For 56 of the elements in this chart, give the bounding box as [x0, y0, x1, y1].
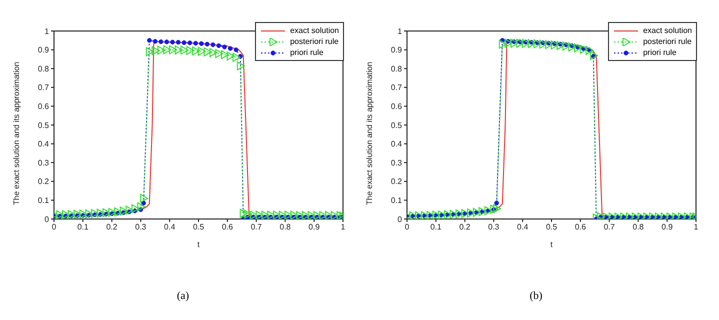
y-tick-label: 0 — [398, 214, 403, 224]
x-tick-label: 0.6 — [574, 222, 587, 232]
x-axis-title: t — [550, 240, 554, 249]
y-tick-label: 0.4 — [38, 140, 50, 149]
y-tick-label: 0.9 — [390, 46, 403, 55]
y-tick-label: 0.8 — [38, 64, 50, 74]
legend-label: exact solution — [290, 25, 339, 36]
y-tick-label: 0.5 — [390, 120, 403, 130]
y-tick-label: 0.4 — [390, 140, 403, 149]
x-tick-label: 0.8 — [280, 222, 292, 232]
y-tick-label: 0.6 — [390, 102, 403, 112]
x-axis-title: t — [197, 240, 200, 249]
y-tick-label: 0.9 — [38, 46, 50, 55]
y-tick-label: 0.3 — [38, 158, 50, 168]
x-tick-label: 0.3 — [135, 222, 147, 232]
y-axis-title: The exact solution and its approximation — [364, 62, 374, 205]
text: (b) — [528, 290, 544, 302]
y-tick-label: 0.7 — [38, 83, 50, 92]
y-axis-title: The exact solution and its approximation — [12, 62, 21, 205]
x-tick-label: 0.4 — [164, 222, 176, 232]
x-tick-label: 1 — [694, 222, 699, 232]
x-tick-label: 0.3 — [488, 222, 500, 232]
text: (a) — [176, 290, 190, 302]
y-tick-label: 0.6 — [38, 102, 50, 112]
x-tick-label: 0.4 — [517, 222, 529, 232]
y-tick-label: 0.2 — [390, 177, 403, 186]
y-tick-label: 0.7 — [390, 83, 403, 92]
x-tick-label: 0.9 — [662, 222, 674, 232]
y-tick-label: 0.5 — [38, 120, 50, 130]
x-tick-label: 0 — [404, 222, 410, 232]
y-tick-label: 0.2 — [38, 177, 50, 186]
x-tick-label: 0 — [52, 222, 57, 232]
x-tick-label: 0.1 — [430, 222, 442, 232]
y-tick-label: 0 — [44, 214, 50, 224]
y-tick-label: 0.1 — [38, 196, 50, 206]
legend-label: posteriori rule — [290, 36, 339, 47]
legend-label: exact solution — [643, 25, 692, 36]
y-tick-label: 0.3 — [390, 158, 403, 168]
y-tick-label: 1 — [44, 26, 50, 36]
x-tick-label: 0.6 — [222, 222, 234, 232]
x-tick-label: 1 — [340, 222, 346, 232]
x-tick-label: 0.5 — [192, 222, 205, 232]
legend-label: priori rule — [290, 47, 324, 58]
legend-label: priori rule — [643, 47, 676, 58]
y-tick-label: 0.8 — [390, 64, 403, 74]
y-tick-label: 0.1 — [390, 196, 403, 206]
x-tick-label: 0.1 — [77, 222, 90, 232]
x-tick-label: 0.2 — [106, 222, 118, 232]
y-tick-label: 1 — [398, 26, 403, 36]
x-tick-label: 0.9 — [308, 222, 320, 232]
legend-label: posteriori rule — [643, 36, 692, 47]
x-tick-label: 0.5 — [546, 222, 558, 232]
x-tick-label: 0.2 — [459, 222, 471, 232]
x-tick-label: 0.7 — [250, 222, 262, 232]
x-tick-label: 0.7 — [604, 222, 616, 232]
x-tick-label: 0.8 — [632, 222, 644, 232]
